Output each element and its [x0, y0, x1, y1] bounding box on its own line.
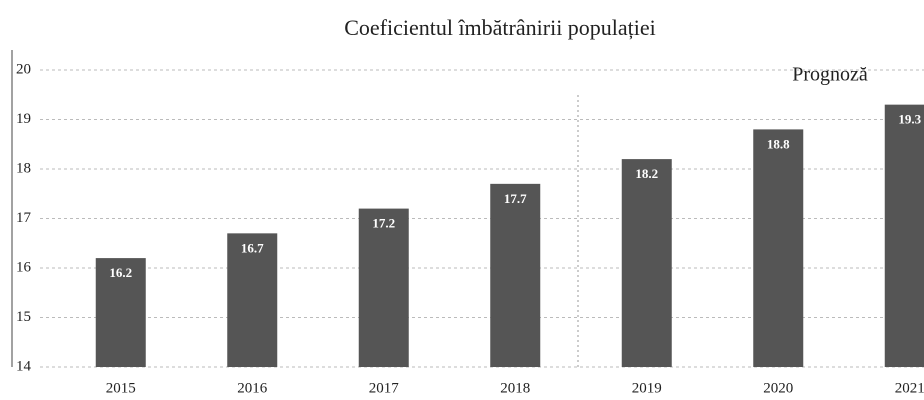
y-tick-label: 19: [16, 111, 31, 127]
bar: [227, 233, 278, 367]
bar: [884, 104, 924, 368]
data-label: 17.2: [372, 216, 395, 231]
x-tick-label: 2018: [500, 380, 530, 396]
y-tick-label: 14: [16, 358, 32, 374]
bar: [95, 258, 146, 367]
bar: [753, 129, 804, 367]
y-tick-label: 16: [16, 259, 32, 275]
y-tick-label: 18: [16, 160, 31, 176]
data-label: 19.3: [898, 112, 921, 127]
bar: [490, 183, 541, 367]
data-label: 18.2: [635, 166, 658, 181]
data-label: 18.8: [767, 136, 790, 151]
y-tick-label: 17: [16, 210, 32, 226]
bar: [358, 208, 409, 367]
x-tick-label: 2016: [237, 380, 268, 396]
y-tick-label: 15: [16, 309, 31, 325]
data-label: 16.7: [241, 240, 264, 255]
x-tick-label: 2017: [369, 380, 400, 396]
data-label: 17.7: [504, 191, 527, 206]
chart-title: Coeficientul îmbătrânirii populației: [344, 15, 656, 40]
bar: [621, 159, 672, 367]
y-tick-label: 20: [16, 61, 31, 77]
x-tick-label: 2020: [763, 380, 793, 396]
data-label: 16.2: [109, 265, 132, 280]
x-tick-label: 2021: [895, 380, 924, 396]
x-tick-label: 2015: [106, 380, 136, 396]
annotation: Prognoză: [792, 64, 868, 86]
x-tick-label: 2019: [632, 380, 662, 396]
